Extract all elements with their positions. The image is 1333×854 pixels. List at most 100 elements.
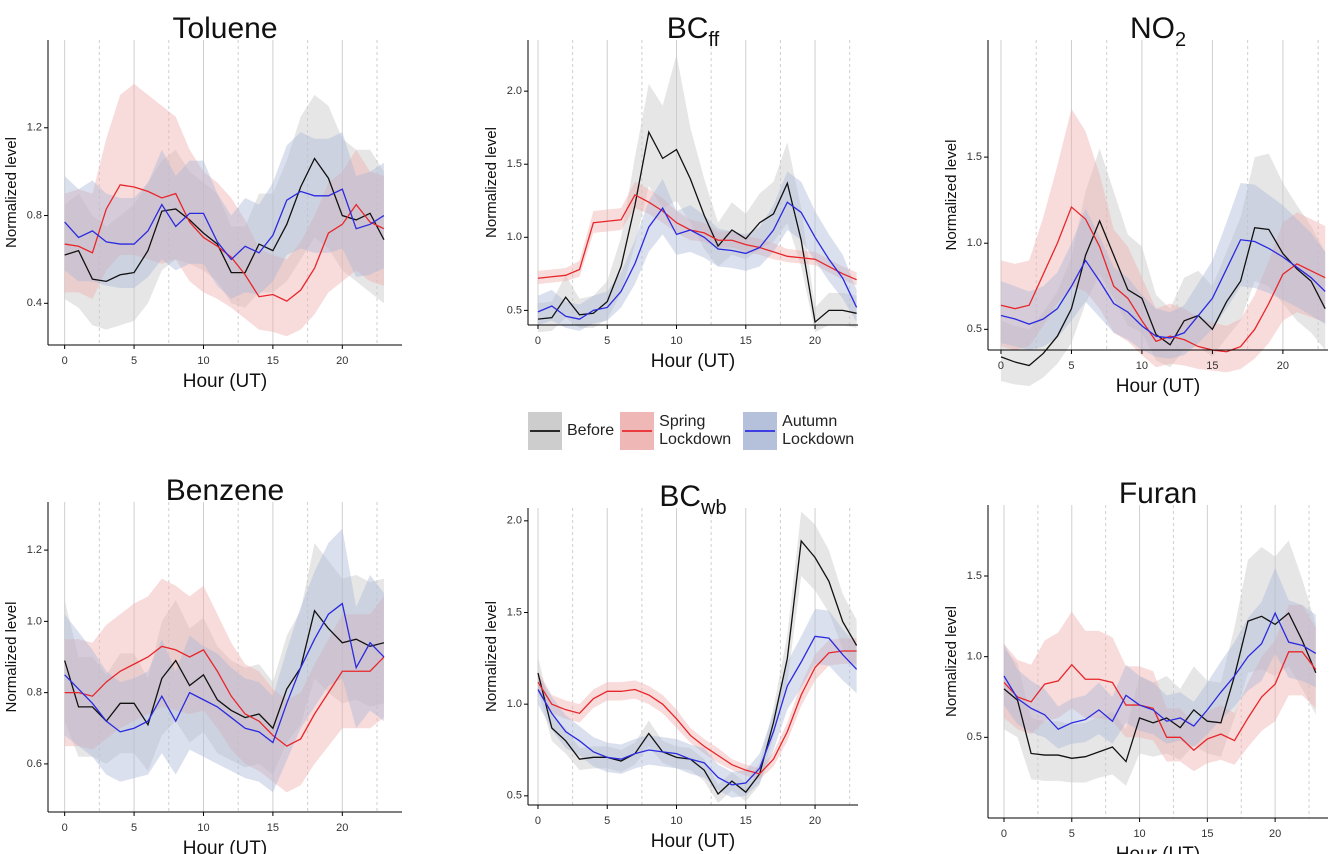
legend-label: Before (567, 422, 615, 439)
y-axis-title: Normalized level (483, 601, 500, 712)
y-tick-label: 1.0 (507, 698, 522, 710)
x-tick-label: 15 (740, 815, 752, 827)
x-tick-label: 10 (670, 815, 682, 827)
line (64, 609, 385, 730)
band (1000, 148, 1326, 387)
y-tick-label: 1.5 (507, 606, 522, 618)
x-tick-label: 5 (1068, 360, 1074, 372)
x-axis-title: Hour (UT) (1116, 376, 1200, 397)
y-tick-label: 2.0 (507, 85, 522, 97)
line (1000, 239, 1326, 339)
x-tick-label: 0 (62, 822, 68, 834)
y-tick-label: 0.5 (507, 790, 522, 802)
legend-swatch (528, 412, 562, 450)
line (64, 602, 385, 744)
y-tick-label: 0.8 (27, 687, 42, 699)
y-tick-label: 0.5 (507, 304, 522, 316)
legend-swatch (620, 412, 655, 450)
band (64, 542, 384, 775)
line (537, 194, 857, 281)
line (537, 201, 858, 320)
x-tick-label: 15 (740, 335, 752, 347)
x-tick-label: 20 (336, 355, 348, 367)
band (1003, 567, 1316, 749)
legend-swatch (743, 412, 778, 450)
title-text: NO (1130, 12, 1175, 45)
y-axis-title: Normalized level (943, 140, 960, 251)
y-tick-label: 0.5 (967, 731, 982, 743)
chart-title: BCwb (659, 480, 726, 519)
band (1000, 182, 1326, 359)
band (537, 171, 857, 331)
line (1003, 612, 1317, 763)
band (64, 528, 384, 793)
x-tick-label: 20 (809, 335, 821, 347)
chart-title: BCff (667, 12, 720, 51)
x-tick-label: 0 (62, 355, 68, 367)
x-tick-label: 10 (670, 335, 682, 347)
y-tick-label: 1.0 (967, 651, 982, 663)
title-text: BC (667, 12, 709, 45)
x-axis-title: Hour (UT) (183, 371, 267, 392)
title-text: Furan (1119, 477, 1197, 510)
band (537, 638, 857, 780)
title-subscript: 2 (1175, 29, 1186, 51)
chart-title: Toluene (172, 12, 277, 45)
line (537, 650, 857, 775)
x-tick-label: 15 (267, 822, 279, 834)
x-tick-label: 5 (604, 335, 610, 347)
line (64, 188, 385, 261)
line (1000, 205, 1326, 353)
chart-title: NO2 (1130, 12, 1186, 51)
band (537, 608, 857, 798)
legend-line (530, 430, 560, 432)
legend: Before Spring Lockdown Autumn Lockdown (528, 412, 860, 450)
x-tick-label: 5 (604, 815, 610, 827)
title-subscript: ff (708, 29, 719, 51)
x-tick-label: 15 (1206, 360, 1218, 372)
x-tick-label: 0 (535, 815, 541, 827)
x-tick-label: 10 (197, 355, 209, 367)
x-tick-label: 5 (131, 822, 137, 834)
x-tick-label: 10 (1133, 828, 1145, 840)
y-axis-title: Normalized level (943, 606, 960, 717)
x-tick-label: 20 (336, 822, 348, 834)
band (1003, 540, 1316, 786)
title-subscript: wb (700, 497, 727, 519)
x-tick-label: 10 (1136, 360, 1148, 372)
x-tick-label: 20 (809, 815, 821, 827)
title-text: BC (659, 480, 701, 513)
y-tick-label: 1.0 (507, 231, 522, 243)
line (1003, 651, 1317, 752)
x-tick-label: 20 (1269, 828, 1281, 840)
band (1000, 108, 1326, 373)
band (64, 578, 384, 793)
band (64, 83, 384, 337)
x-tick-label: 5 (131, 355, 137, 367)
x-tick-label: 15 (1201, 828, 1213, 840)
band (1003, 605, 1316, 772)
line (1003, 611, 1317, 731)
band (537, 54, 857, 333)
x-tick-label: 5 (1069, 828, 1075, 840)
legend-line (622, 430, 653, 432)
line (537, 539, 858, 796)
x-axis-title: Hour (UT) (183, 838, 267, 854)
y-tick-label: 0.4 (27, 297, 42, 309)
line (64, 157, 385, 283)
y-tick-label: 0.6 (27, 758, 42, 770)
y-tick-label: 1.2 (27, 122, 42, 134)
legend-entry: Before (528, 412, 614, 450)
x-axis-title: Hour (UT) (1116, 844, 1200, 854)
title-text: Benzene (166, 474, 284, 507)
legend-label: Spring Lockdown (659, 413, 732, 448)
legend-entry: Autumn Lockdown (743, 412, 860, 450)
y-tick-label: 1.0 (967, 237, 982, 249)
y-axis-title: Normalized level (483, 127, 500, 238)
y-tick-label: 2.0 (507, 515, 522, 527)
line (64, 645, 385, 747)
line (537, 130, 857, 324)
line (537, 635, 858, 786)
